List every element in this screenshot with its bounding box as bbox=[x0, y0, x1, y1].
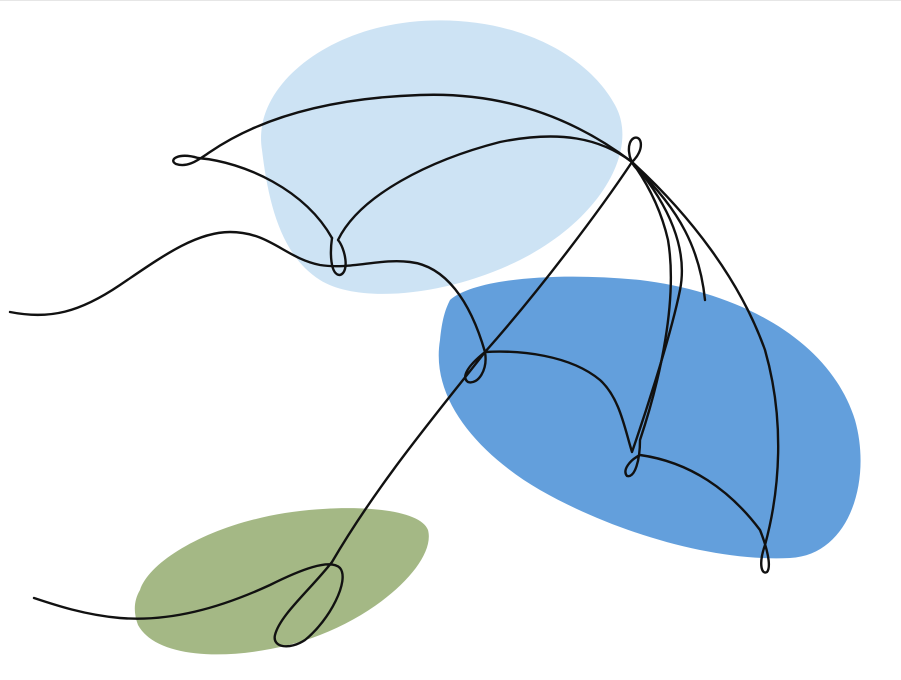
umbrella-shaft bbox=[32, 160, 634, 648]
umbrella-canopy-left-rib bbox=[329, 135, 634, 277]
light-blue-blob bbox=[261, 20, 623, 294]
umbrella-canopy-right-edge bbox=[624, 160, 780, 574]
blue-blob bbox=[438, 276, 861, 559]
left-wind-line bbox=[8, 230, 487, 354]
top-border bbox=[0, 0, 901, 1]
green-blob bbox=[134, 508, 429, 655]
umbrella-canopy-front-rib bbox=[483, 160, 684, 454]
